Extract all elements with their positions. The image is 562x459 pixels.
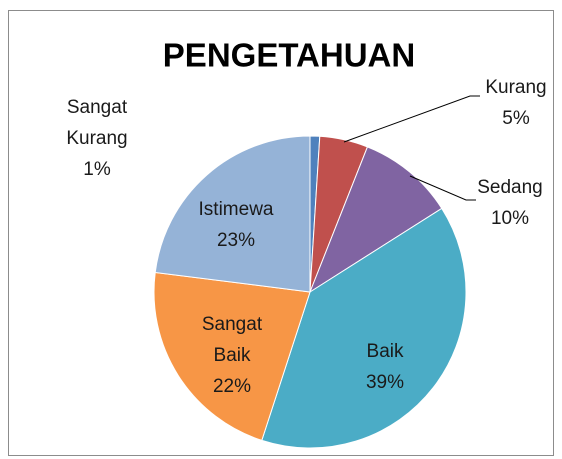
slice-value-label: 1% xyxy=(83,159,111,180)
slice-category-label: Sedang xyxy=(477,177,543,198)
slice-category-label: Sangat Kurang xyxy=(66,97,127,149)
slice-category-label: Istimewa xyxy=(199,199,274,220)
leader-line xyxy=(409,175,476,201)
slice-value-label: 23% xyxy=(217,230,255,251)
chart-title: PENGETAHUAN xyxy=(163,37,415,74)
leader-line xyxy=(343,95,480,143)
slice-category-label: Baik xyxy=(367,341,404,362)
pie-slice xyxy=(261,207,467,449)
slice-value-label: 5% xyxy=(502,108,530,129)
pie-slice xyxy=(154,135,311,293)
pie-slice xyxy=(153,271,311,441)
pie-slice xyxy=(308,146,443,294)
slice-value-label: 39% xyxy=(366,372,404,393)
slice-value-label: 22% xyxy=(213,376,251,397)
slice-category-label: Kurang xyxy=(485,77,546,98)
slice-category-label: Sangat Baik xyxy=(202,314,263,366)
slice-value-label: 10% xyxy=(491,208,529,229)
